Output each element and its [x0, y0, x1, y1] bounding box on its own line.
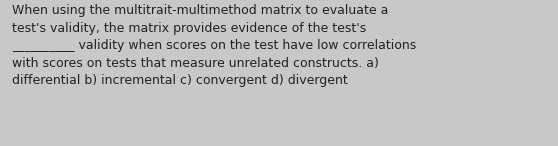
Text: When using the multitrait-multimethod matrix to evaluate a
test's validity, the : When using the multitrait-multimethod ma… — [12, 4, 416, 87]
